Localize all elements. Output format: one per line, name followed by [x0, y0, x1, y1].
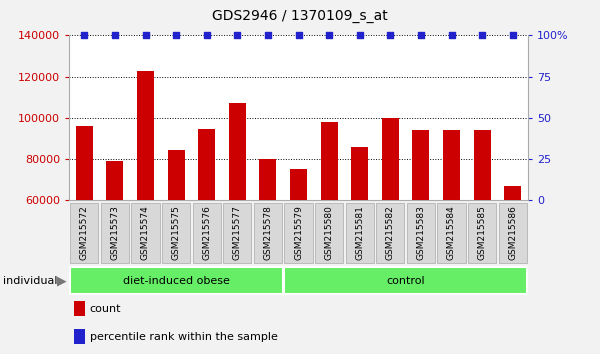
Text: GSM215578: GSM215578 [263, 205, 272, 260]
Text: GSM215581: GSM215581 [355, 205, 364, 260]
Text: GSM215576: GSM215576 [202, 205, 211, 260]
Bar [74, 329, 85, 344]
Bar [229, 103, 246, 200]
FancyBboxPatch shape [70, 267, 283, 294]
FancyBboxPatch shape [254, 202, 282, 263]
Point [508, 33, 517, 38]
Point [263, 33, 272, 38]
Point [79, 33, 89, 38]
Bar [76, 126, 93, 200]
Bar [382, 118, 399, 200]
Text: individual: individual [3, 275, 58, 286]
Text: diet-induced obese: diet-induced obese [122, 275, 230, 286]
Text: GSM215572: GSM215572 [80, 205, 89, 260]
Text: GSM215582: GSM215582 [386, 205, 395, 260]
Text: control: control [386, 275, 425, 286]
Text: GSM215575: GSM215575 [172, 205, 181, 260]
Bar [320, 122, 338, 200]
Text: GSM215585: GSM215585 [478, 205, 487, 260]
Text: ▶: ▶ [57, 274, 67, 287]
Text: count: count [89, 304, 121, 314]
Bar [137, 72, 154, 200]
Bar [443, 130, 460, 200]
FancyBboxPatch shape [284, 202, 313, 263]
FancyBboxPatch shape [223, 202, 251, 263]
Point [140, 33, 150, 38]
Bar [167, 150, 185, 200]
Point [202, 33, 212, 38]
Point [416, 33, 426, 38]
Text: GSM215584: GSM215584 [447, 205, 456, 260]
Bar [412, 130, 430, 200]
Text: GSM215586: GSM215586 [508, 205, 517, 260]
Bar [106, 161, 124, 200]
FancyBboxPatch shape [162, 202, 190, 263]
FancyBboxPatch shape [407, 202, 435, 263]
FancyBboxPatch shape [193, 202, 221, 263]
Bar [290, 169, 307, 200]
Text: GSM215574: GSM215574 [141, 205, 150, 260]
Point [172, 33, 181, 38]
Point [446, 33, 457, 38]
Text: GSM215577: GSM215577 [233, 205, 242, 260]
FancyBboxPatch shape [376, 202, 404, 263]
FancyBboxPatch shape [315, 202, 343, 263]
Text: GDS2946 / 1370109_s_at: GDS2946 / 1370109_s_at [212, 9, 388, 23]
Bar [74, 301, 85, 316]
Bar [473, 130, 491, 200]
Bar [198, 129, 215, 200]
Bar [351, 147, 368, 200]
Point [233, 33, 242, 38]
Text: GSM215573: GSM215573 [110, 205, 119, 260]
Point [478, 33, 487, 38]
Point [110, 33, 120, 38]
FancyBboxPatch shape [131, 202, 160, 263]
FancyBboxPatch shape [468, 202, 496, 263]
Text: GSM215579: GSM215579 [294, 205, 303, 260]
Point [294, 33, 304, 38]
Text: GSM215580: GSM215580 [325, 205, 334, 260]
FancyBboxPatch shape [499, 202, 527, 263]
Bar [259, 159, 277, 200]
FancyBboxPatch shape [437, 202, 466, 263]
FancyBboxPatch shape [346, 202, 374, 263]
Point [386, 33, 395, 38]
Point [324, 33, 334, 38]
Bar [504, 185, 521, 200]
Text: GSM215583: GSM215583 [416, 205, 425, 260]
FancyBboxPatch shape [284, 267, 527, 294]
Text: percentile rank within the sample: percentile rank within the sample [89, 332, 278, 342]
Point [355, 33, 365, 38]
FancyBboxPatch shape [70, 202, 98, 263]
FancyBboxPatch shape [101, 202, 129, 263]
